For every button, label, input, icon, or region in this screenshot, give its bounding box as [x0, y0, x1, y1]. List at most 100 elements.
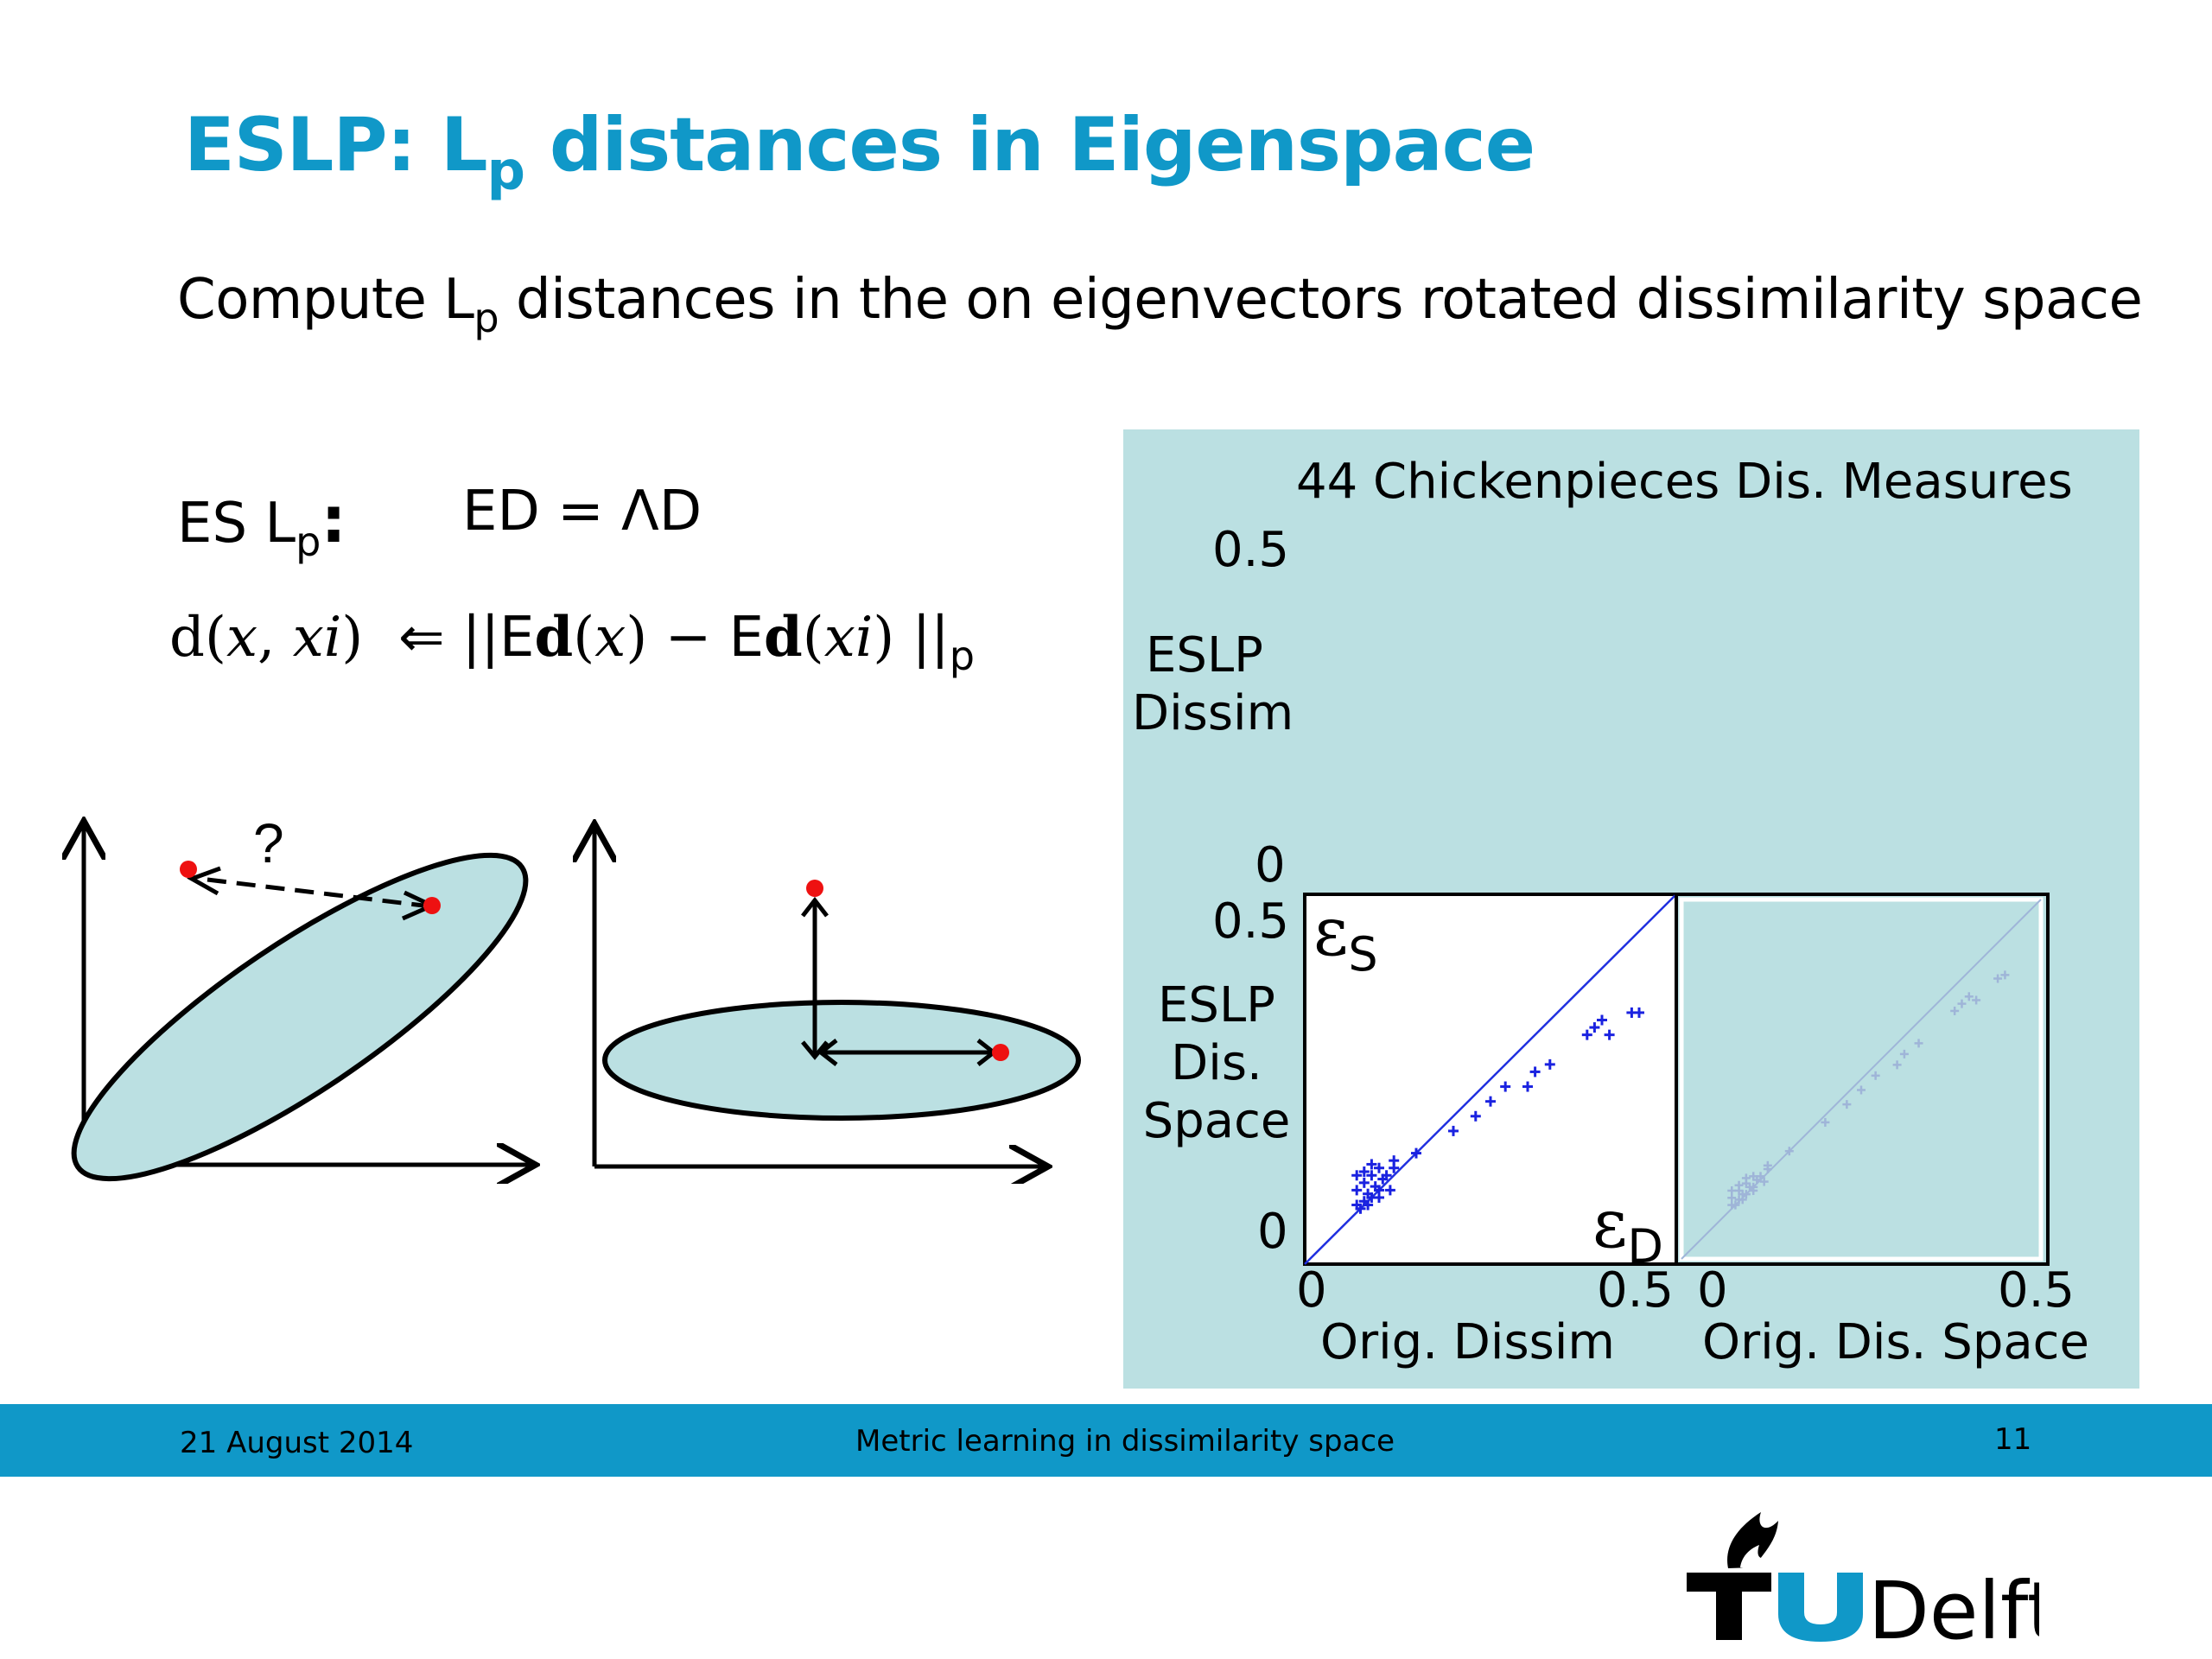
data-point [1485, 1096, 1496, 1107]
faded-data-point [1993, 974, 2003, 983]
data-point [1597, 1014, 1607, 1026]
top-y-axis-label: ESLP Dissim [1132, 626, 1294, 742]
left-x-max-label: 0.5 [1597, 1262, 1675, 1319]
diagram1-arrowhead-left [187, 866, 221, 896]
distance-formula: d(x, xi) ⇐ ||Ed(x) − Ed(xi) ||p [169, 605, 975, 680]
faded-data-point [1749, 1185, 1758, 1195]
diagram2-axes [594, 828, 1044, 1166]
data-point [1358, 1177, 1370, 1188]
left-x-min-label: 0 [1296, 1262, 1327, 1319]
data-point [1389, 1155, 1400, 1166]
faded-data-point [1972, 995, 1981, 1005]
data-point [1500, 1081, 1511, 1092]
plot-title: 44 Chickenpieces Dis. Measures [1296, 454, 2073, 510]
bottom-y-max-label: 0.5 [1212, 893, 1290, 950]
data-point [1544, 1058, 1555, 1070]
footer-bar [0, 1404, 2212, 1477]
diagram1-question-mark: ? [253, 812, 284, 874]
data-point [1377, 1173, 1389, 1185]
diagram1-point-outer [180, 861, 197, 878]
bottom-y-axis-label: ESLP Dis. Space [1139, 976, 1294, 1151]
data-point [1634, 1007, 1644, 1018]
data-point [1351, 1185, 1363, 1196]
data-point [1411, 1147, 1421, 1159]
diagram2-arrowhead-down [801, 1040, 829, 1060]
faded-data-point [1741, 1173, 1751, 1183]
faded-data-point [1784, 1147, 1794, 1156]
faded-data-point [1957, 999, 1967, 1008]
top-ylabel-line2: Dissim [1132, 685, 1294, 742]
faded-data-point [1734, 1180, 1744, 1190]
slide-title: ESLP: Lp distances in Eigenspace [184, 102, 1535, 202]
data-point [1522, 1081, 1533, 1092]
right-x-axis-label: Orig. Dis. Space [1702, 1314, 2089, 1370]
bottom-ylabel-line3: Space [1142, 1093, 1291, 1150]
data-point [1374, 1162, 1384, 1173]
faded-data-point [1842, 1100, 1852, 1109]
top-y-min-label: 0 [1255, 837, 1286, 893]
right-x-max-label: 0.5 [1998, 1262, 2075, 1319]
top-ylabel-line1: ESLP [1146, 627, 1263, 683]
faded-data-point [1752, 1175, 1762, 1185]
diagram2-point-top [806, 880, 823, 897]
data-point [1351, 1170, 1363, 1181]
tu-delft-logo: Delft [1687, 1512, 2039, 1646]
faded-data-point [1821, 1117, 1830, 1127]
data-point [1589, 1022, 1600, 1033]
faded-data-point [1892, 1060, 1902, 1070]
diagram1-point-inner [423, 897, 441, 914]
data-point [1358, 1166, 1370, 1177]
tu-delft-wordmark: Delft [1687, 1565, 2039, 1646]
data-point [1384, 1185, 1395, 1196]
diagram2-arrowhead-up [801, 896, 829, 918]
faded-data-point [1738, 1195, 1747, 1205]
faded-data-point [1964, 992, 1974, 1001]
ed-equation: ED = ΛD [462, 480, 702, 543]
faded-data-point [1759, 1177, 1769, 1186]
eigenspace-diagram: ? [0, 812, 1081, 1184]
left-x-axis-label: Orig. Dissim [1320, 1314, 1615, 1370]
flame-icon [1727, 1512, 1778, 1569]
footer-date: 21 August 2014 [180, 1426, 414, 1460]
right-plot-annotation: εD [1592, 1185, 1663, 1266]
data-point [1366, 1170, 1377, 1181]
right-plot-inner [1679, 897, 2044, 1262]
faded-data-point [1950, 1006, 1960, 1015]
footer-title: Metric learning in dissimilarity space [855, 1424, 1395, 1459]
diagram1-ellipse [71, 852, 529, 1182]
es-lp-label: ES Lp: [177, 484, 346, 566]
faded-data-point [1899, 1049, 1909, 1058]
data-point [1363, 1188, 1374, 1199]
data-point [1370, 1181, 1381, 1192]
svg-text:Delft: Delft [1868, 1565, 2039, 1646]
data-point [1363, 1199, 1374, 1211]
right-plot-points [1727, 970, 2010, 1210]
faded-data-point [1731, 1200, 1740, 1210]
diagram1-dashed-arrow [207, 877, 424, 908]
data-point [1448, 1125, 1459, 1136]
right-x-min-label: 0 [1697, 1262, 1728, 1319]
data-point [1374, 1192, 1384, 1203]
footer-page-number: 11 [1994, 1422, 2032, 1457]
data-point [1355, 1203, 1366, 1214]
diagram2-point-right [992, 1044, 1009, 1061]
bottom-ylabel-line2: Dis. [1171, 1035, 1262, 1092]
slide-subtitle: Compute Lp distances in the on eigenvect… [177, 268, 2143, 342]
faded-data-point [2000, 970, 2010, 980]
bottom-ylabel-line1: ESLP [1158, 977, 1275, 1033]
data-point [1470, 1110, 1481, 1122]
scatter-plots: εS εD [1303, 893, 2050, 1266]
data-point [1581, 1029, 1592, 1040]
faded-data-point [1857, 1085, 1866, 1095]
faded-data-point [1763, 1160, 1772, 1170]
faded-data-point [1914, 1039, 1923, 1048]
diagram2-ellipse [602, 1000, 1081, 1121]
data-point [1366, 1159, 1377, 1170]
left-plot-points [1351, 1007, 1644, 1214]
top-y-max-label: 0.5 [1212, 522, 1290, 578]
data-point [1529, 1066, 1541, 1077]
faded-data-point [1871, 1071, 1880, 1080]
diagram2-arrowhead-left [817, 1039, 838, 1066]
bottom-y-min-label: 0 [1257, 1204, 1288, 1260]
